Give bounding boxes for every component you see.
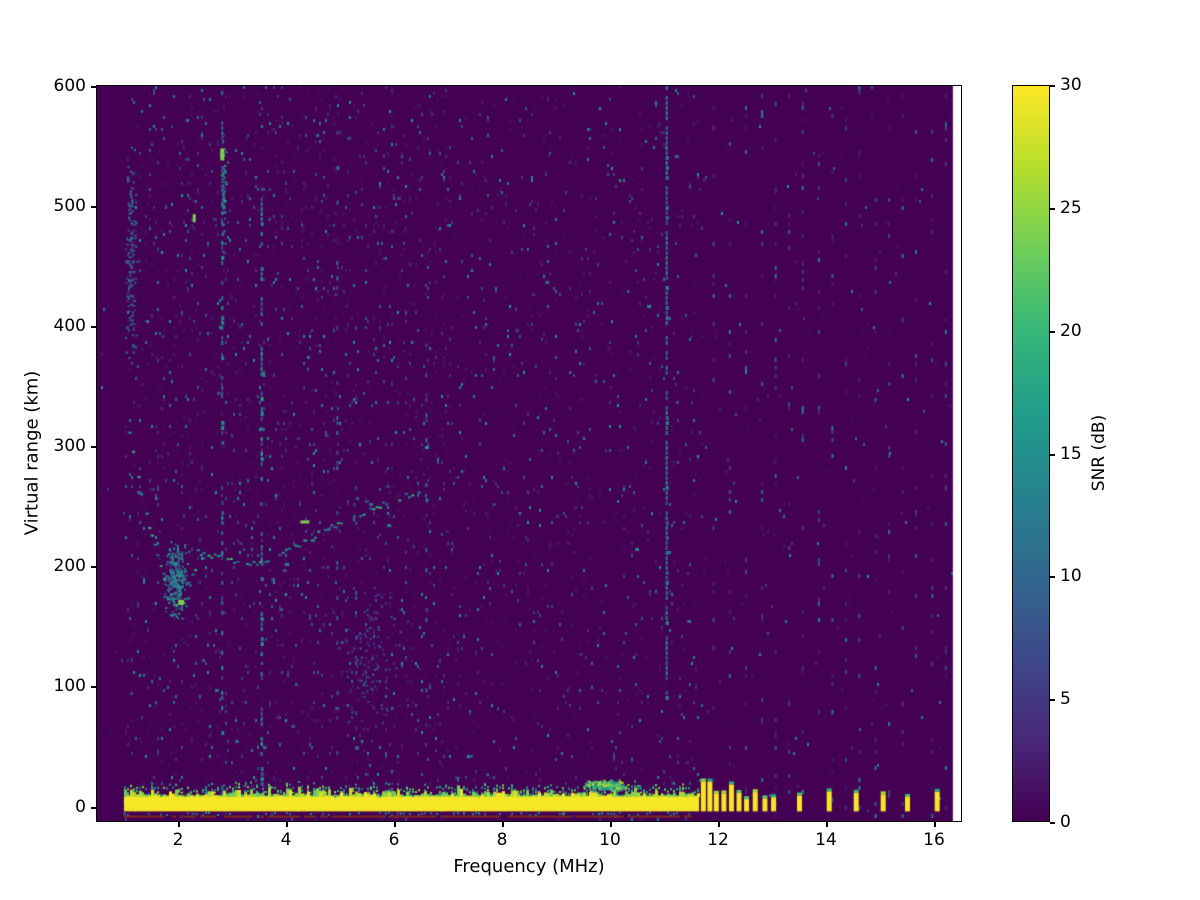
- colorbar-tick-label: 20: [1060, 320, 1082, 341]
- colorbar-tick-mark: [1050, 85, 1055, 87]
- colorbar-tick-label: 0: [1060, 812, 1071, 832]
- colorbar-tick-mark: [1050, 699, 1055, 702]
- colorbar-tick-mark: [1050, 330, 1055, 333]
- y-tick-label: 200: [53, 556, 86, 577]
- colorbar-tick-label: 5: [1060, 689, 1071, 710]
- x-tick-mark: [610, 822, 612, 827]
- x-tick-label: 14: [815, 830, 837, 850]
- x-tick-label: 12: [707, 830, 729, 850]
- y-tick-label: 300: [53, 436, 86, 457]
- y-tick-mark: [91, 806, 96, 809]
- x-tick-mark: [826, 822, 828, 827]
- x-tick-mark: [286, 822, 288, 827]
- x-axis-label: Frequency (MHz): [453, 856, 605, 877]
- y-tick-label: 600: [53, 76, 86, 96]
- x-tick-mark: [394, 822, 396, 827]
- x-tick-mark: [178, 822, 180, 827]
- x-tick-label: 16: [923, 830, 945, 850]
- x-tick-label: 4: [280, 830, 292, 850]
- x-tick-label: 10: [599, 830, 621, 850]
- colorbar-gradient: [1012, 85, 1050, 822]
- x-tick-mark: [718, 822, 720, 827]
- x-tick-label: 8: [496, 830, 508, 850]
- y-tick-label: 0: [75, 796, 86, 817]
- y-tick-mark: [91, 86, 96, 88]
- y-tick-label: 100: [53, 676, 86, 697]
- plot-area: [96, 85, 962, 822]
- y-tick-label: 500: [53, 196, 86, 217]
- colorbar-tick-label: 25: [1060, 197, 1082, 218]
- y-tick-mark: [91, 326, 96, 329]
- y-tick-mark: [91, 686, 96, 689]
- x-tick-mark: [934, 822, 936, 827]
- colorbar-tick-label: 15: [1060, 443, 1082, 464]
- x-tick-mark: [502, 822, 504, 827]
- x-tick-label: 2: [172, 830, 184, 850]
- colorbar-label: SNR (dB): [1089, 414, 1109, 492]
- x-tick-label: 6: [388, 830, 400, 850]
- y-tick-mark: [91, 446, 96, 449]
- y-tick-label: 400: [53, 316, 86, 337]
- colorbar-tick-label: 30: [1060, 75, 1082, 95]
- colorbar-tick-mark: [1050, 207, 1055, 210]
- y-tick-mark: [91, 206, 96, 209]
- y-tick-mark: [91, 566, 96, 569]
- colorbar-tick-label: 10: [1060, 566, 1082, 587]
- colorbar-tick-mark: [1050, 822, 1055, 824]
- colorbar-tick-mark: [1050, 453, 1055, 456]
- colorbar-tick-mark: [1050, 576, 1055, 579]
- ionogram-heatmap: [97, 86, 961, 821]
